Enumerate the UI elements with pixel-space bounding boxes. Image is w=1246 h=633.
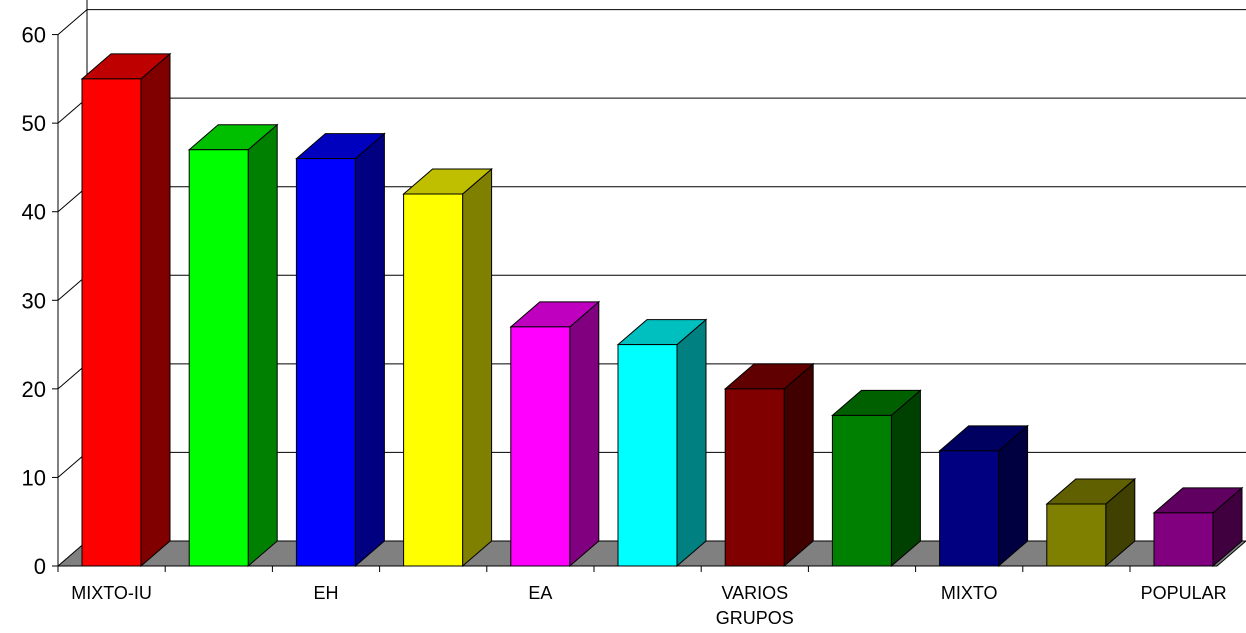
bar: [723, 362, 815, 568]
bar: [938, 424, 1029, 568]
bar-front-face: [1153, 512, 1214, 567]
x-axis: MIXTO-IU EH EA VARIOS GRUPOS MIXTO POPULAR: [57, 565, 1227, 628]
x-tick-label: VARIOS GRUPOS: [716, 583, 794, 628]
x-tick-label: EA: [528, 583, 552, 603]
bar-front-face: [188, 149, 249, 567]
bar: [295, 132, 386, 568]
y-tick-label: 40: [22, 200, 46, 225]
bar: [616, 318, 708, 568]
bar: [402, 167, 493, 568]
bar-front-face: [617, 344, 678, 567]
y-tick-label: 50: [22, 111, 46, 136]
bar-front-face: [1046, 503, 1107, 567]
bar: [80, 52, 172, 568]
bar-side-face: [569, 300, 600, 568]
y-tick-label: 0: [34, 554, 46, 579]
gridline-diagonal: [57, 9, 88, 35]
x-tick-label: MIXTO: [941, 583, 998, 603]
bars: [80, 52, 1244, 568]
bar: [509, 300, 601, 568]
bar-front-face: [939, 450, 1000, 567]
bar-front-face: [403, 193, 464, 567]
x-tick-label: EH: [313, 583, 338, 603]
bar-side-face: [890, 389, 921, 568]
bar-side-face: [140, 52, 171, 568]
bar: [187, 123, 279, 568]
bar: [1152, 486, 1244, 568]
bar-front-face: [81, 78, 142, 567]
bar: [1045, 477, 1137, 568]
y-tick-label: 10: [22, 465, 46, 490]
y-tick-label: 60: [22, 23, 46, 48]
bar-front-face: [510, 326, 571, 567]
x-tick-label: POPULAR: [1141, 583, 1227, 603]
x-tick-label: MIXTO-IU: [71, 583, 152, 603]
bar-side-face: [247, 123, 278, 568]
y-axis: 0 10 20 30 40 50 60: [22, 23, 59, 579]
bar-front-face: [295, 158, 356, 567]
bar-side-face: [354, 132, 385, 568]
bar-side-face: [676, 318, 707, 568]
y-tick-label: 20: [22, 377, 46, 402]
bar-front-face: [724, 388, 785, 567]
bar-front-face: [831, 414, 892, 567]
bar-side-face: [783, 362, 814, 568]
bar-side-face: [462, 167, 493, 568]
y-tick-label: 30: [22, 288, 46, 313]
bar: [831, 389, 922, 568]
